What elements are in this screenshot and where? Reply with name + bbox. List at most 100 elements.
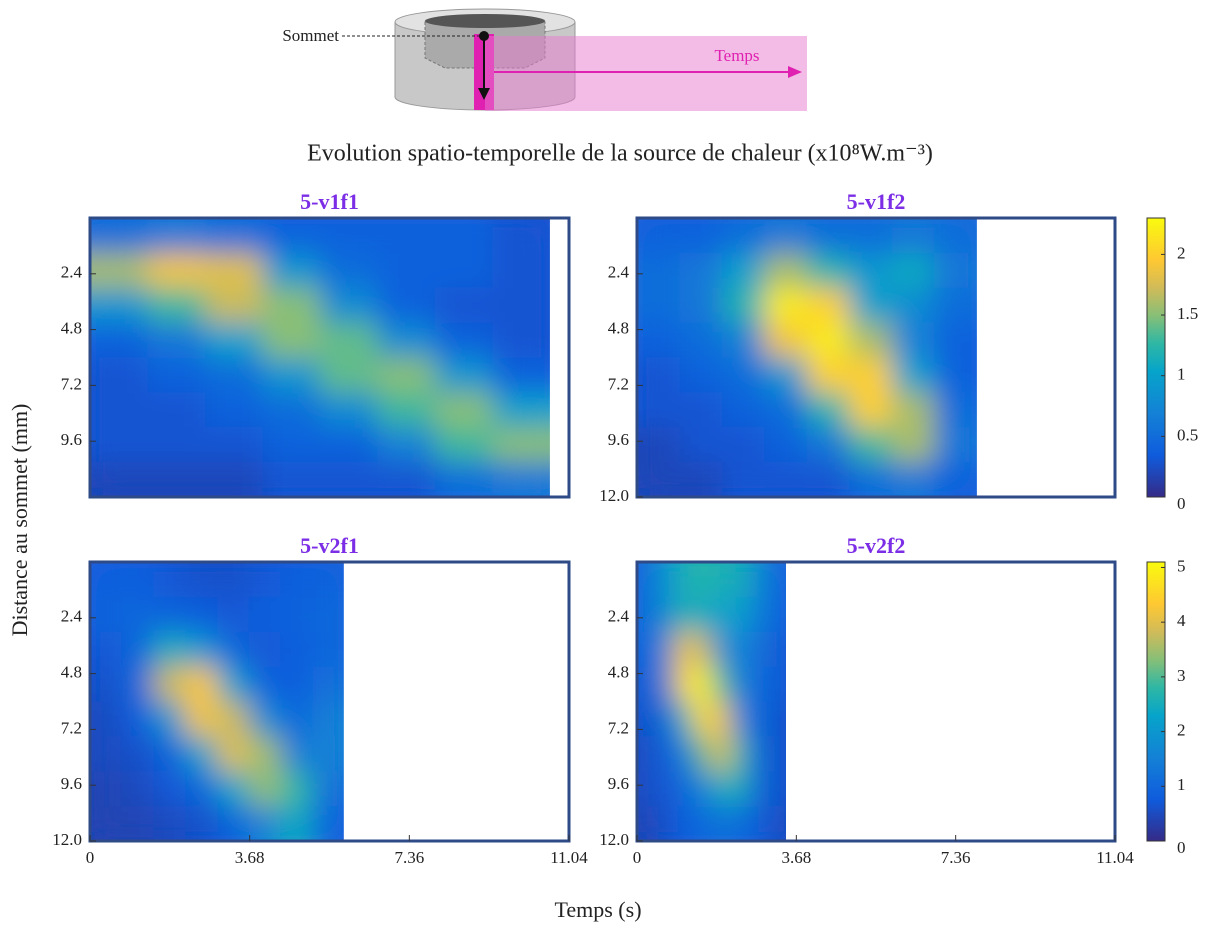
cell (319, 392, 378, 428)
cell (262, 287, 321, 324)
cell (121, 596, 154, 633)
cell (891, 218, 935, 254)
colorbar-tick-label: 5 (1177, 556, 1186, 575)
cell (891, 287, 935, 324)
cell (692, 701, 712, 737)
cell (934, 218, 977, 254)
cell (185, 701, 218, 737)
cell (637, 322, 680, 358)
cell (492, 287, 550, 324)
cell (262, 357, 321, 393)
heatmap-area (637, 218, 977, 497)
cell (692, 631, 712, 668)
cell (147, 357, 206, 393)
cell (248, 701, 281, 737)
cell (434, 322, 493, 358)
colorbar-tick-label: 1 (1177, 365, 1186, 384)
cell (280, 736, 313, 772)
cell (764, 252, 808, 289)
cell (312, 562, 344, 598)
cell (185, 562, 218, 598)
x-tick-label: 3.68 (235, 848, 265, 867)
cell (748, 701, 768, 737)
cell (90, 666, 123, 702)
cell (891, 427, 935, 463)
cell (806, 357, 850, 393)
cell (312, 771, 344, 807)
cell (730, 806, 750, 841)
x-axis-label: Temps (s) (554, 897, 641, 922)
cell (934, 287, 977, 324)
cell (153, 771, 186, 807)
x-tick-label: 7.36 (394, 848, 424, 867)
cell (806, 427, 850, 463)
colorbar-tick-label: 0 (1177, 838, 1186, 857)
cell (748, 806, 768, 841)
cell (248, 736, 281, 772)
panel-title: 5-v2f2 (847, 533, 906, 558)
x-tick-label: 0 (86, 848, 95, 867)
cell (492, 392, 550, 428)
cell (679, 287, 723, 324)
cell (153, 736, 186, 772)
cell (730, 701, 750, 737)
cell (312, 701, 344, 737)
cell (767, 771, 786, 807)
cell (280, 806, 313, 841)
cell (637, 666, 657, 702)
cell (637, 771, 657, 807)
cell (711, 562, 731, 598)
cell (147, 427, 206, 463)
cell (319, 218, 378, 254)
cell (711, 771, 731, 807)
cell (377, 287, 436, 324)
cell (637, 701, 657, 737)
cell (891, 462, 935, 497)
cell (217, 666, 250, 702)
cell (153, 806, 186, 841)
y-tick-label: 9.6 (61, 774, 82, 793)
cell (806, 218, 850, 254)
cell (434, 392, 493, 428)
cell (434, 252, 493, 289)
cell (492, 218, 550, 254)
x-tick-label: 11.04 (550, 848, 588, 867)
cell (248, 631, 281, 668)
cell (434, 287, 493, 324)
cell (637, 462, 680, 497)
cell (319, 322, 378, 358)
y-tick-label: 7.2 (61, 718, 82, 737)
cell (806, 252, 850, 289)
cell (711, 631, 731, 668)
cell (849, 357, 893, 393)
cell (767, 631, 786, 668)
cell (655, 596, 675, 633)
cell (262, 322, 321, 358)
cell (692, 771, 712, 807)
y-tick-label: 4.8 (61, 663, 82, 682)
colorbar (1146, 561, 1166, 842)
cell (934, 462, 977, 497)
heatmap-cells (637, 562, 786, 841)
cell (674, 631, 694, 668)
cell (849, 322, 893, 358)
panel-frame (635, 560, 1117, 843)
cell (711, 806, 731, 841)
cell (280, 562, 313, 598)
cell (434, 427, 493, 463)
y-tick-label: 7.2 (61, 374, 82, 393)
cell (262, 427, 321, 463)
cell (185, 596, 218, 633)
cell (767, 701, 786, 737)
cell (849, 427, 893, 463)
cell (674, 596, 694, 633)
cell (764, 462, 808, 497)
cell (153, 666, 186, 702)
cell (185, 806, 218, 841)
cell (748, 596, 768, 633)
cell (764, 322, 808, 358)
cell (730, 631, 750, 668)
cell (849, 218, 893, 254)
cell (764, 392, 808, 428)
